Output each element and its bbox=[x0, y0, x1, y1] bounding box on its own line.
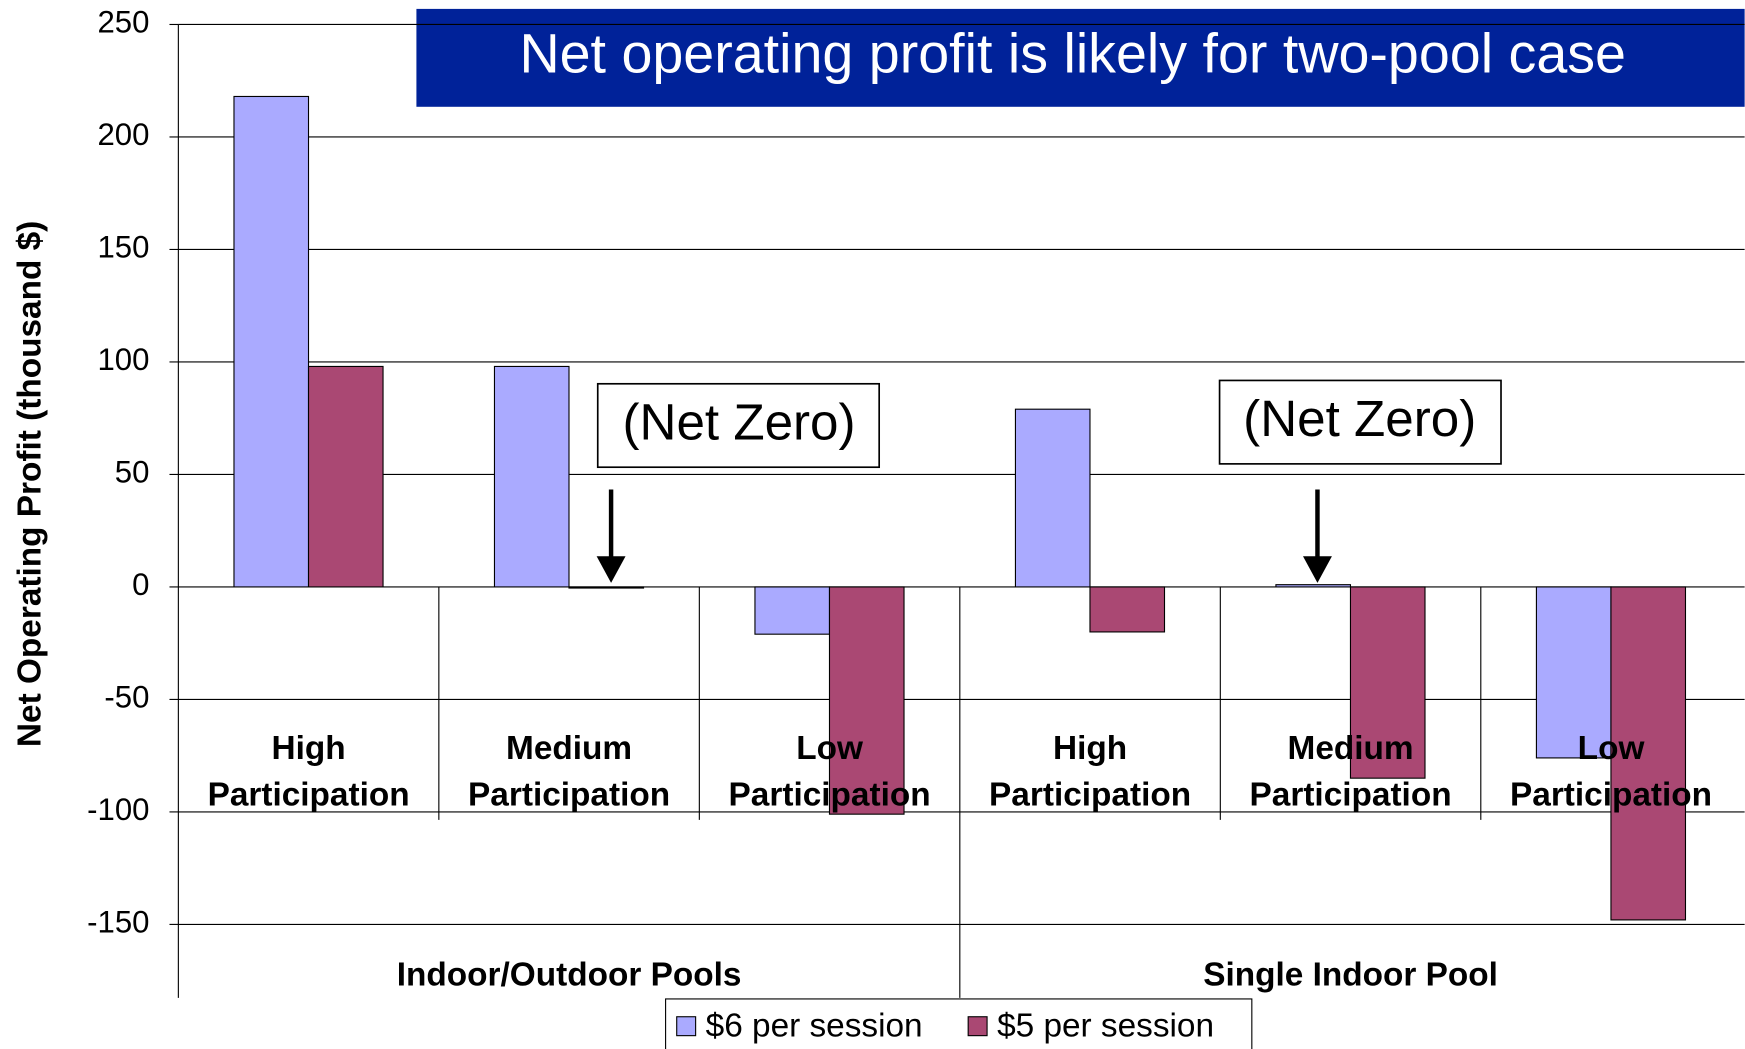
y-tick-label: 0 bbox=[132, 567, 149, 602]
y-tick-label: -50 bbox=[104, 680, 149, 715]
bar bbox=[493, 365, 570, 588]
bar bbox=[754, 586, 831, 635]
bar bbox=[1535, 586, 1612, 759]
annotation-box bbox=[1218, 379, 1502, 465]
y-tick-label: 200 bbox=[97, 117, 149, 152]
x-tick-label: Low Participation bbox=[729, 730, 931, 814]
x-tick-label: High Participation bbox=[989, 730, 1191, 814]
y-tick-label: 50 bbox=[115, 455, 150, 490]
annotation: (Net Zero) bbox=[622, 394, 855, 451]
bar bbox=[1089, 586, 1166, 633]
x-tick-label: Medium Participation bbox=[1250, 730, 1452, 814]
arrow-head bbox=[596, 556, 626, 583]
y-tick-label: 250 bbox=[97, 5, 149, 40]
bar bbox=[307, 365, 384, 588]
y-tick-label: 150 bbox=[97, 230, 149, 265]
legend-box bbox=[665, 998, 1253, 1049]
arrow-head bbox=[1303, 556, 1332, 583]
legend-label: $5 per session bbox=[997, 1008, 1214, 1045]
annotation-box bbox=[596, 382, 881, 469]
legend-swatch bbox=[676, 1016, 697, 1037]
bar bbox=[828, 586, 905, 815]
y-axis-label: Net Operating Profit (thousand $) bbox=[11, 221, 48, 747]
legend-swatch bbox=[967, 1016, 988, 1037]
x-tick-label: High Participation bbox=[208, 730, 410, 814]
bar bbox=[1349, 586, 1426, 779]
group-label: Single Indoor Pool bbox=[1203, 957, 1498, 994]
y-tick-label: -100 bbox=[87, 792, 149, 827]
bar bbox=[1275, 584, 1352, 588]
legend-label: $6 per session bbox=[706, 1008, 923, 1045]
bar bbox=[568, 586, 645, 589]
y-tick-label: -150 bbox=[87, 905, 149, 940]
y-tick-label: 100 bbox=[97, 342, 149, 377]
x-tick-label: Low Participation bbox=[1510, 730, 1712, 814]
title-box bbox=[416, 8, 1745, 107]
annotation: (Net Zero) bbox=[1243, 390, 1476, 447]
bar bbox=[1014, 408, 1091, 588]
bar bbox=[233, 95, 310, 588]
group-label: Indoor/Outdoor Pools bbox=[397, 957, 742, 994]
x-tick-label: Medium Participation bbox=[468, 730, 670, 814]
chart-title: Net operating profit is likely for two-p… bbox=[519, 23, 1626, 85]
bar bbox=[1610, 586, 1687, 921]
